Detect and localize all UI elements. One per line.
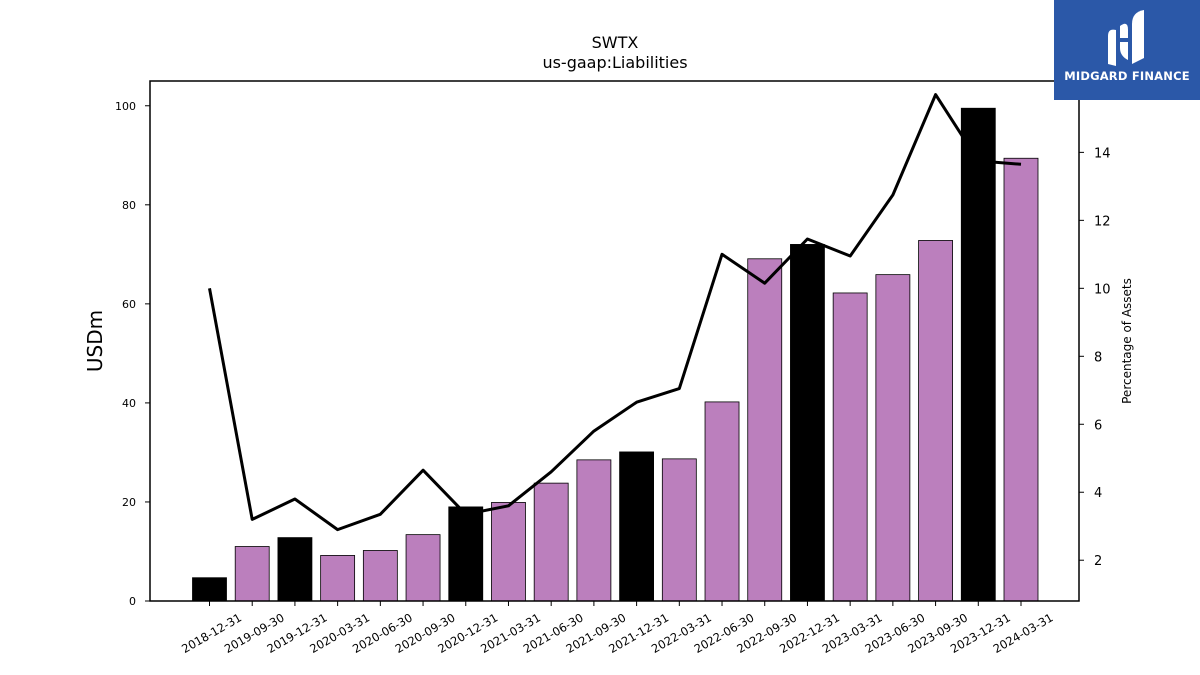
y2-axis-label: Percentage of Assets	[1120, 278, 1134, 404]
bar-2022-12-31	[790, 244, 825, 602]
y2-tick-label: 4	[1094, 486, 1102, 501]
y-tick-label: 80	[122, 199, 136, 212]
brand-name: MIDGARD FINANCE	[1064, 69, 1190, 83]
bar-2020-12-31	[448, 506, 484, 602]
bar-2023-06-30	[875, 274, 911, 602]
y2-tick-label: 6	[1094, 418, 1102, 433]
y2-tick-label: 12	[1094, 214, 1111, 229]
bar-2019-12-31	[277, 537, 313, 602]
y-tick-label: 20	[122, 496, 136, 509]
bar-2023-12-31	[960, 107, 996, 602]
bar-2023-03-31	[832, 292, 868, 602]
plot-frame	[149, 80, 1080, 602]
bar-2022-03-31	[661, 458, 697, 602]
y2-tick-label: 10	[1094, 282, 1111, 297]
percentage-of-assets-line	[208, 93, 1022, 532]
bar-2019-09-30	[234, 546, 270, 602]
bar-group	[192, 107, 1039, 602]
y2-tick-label: 14	[1094, 146, 1111, 161]
bar-2020-03-31	[320, 555, 356, 602]
y2-tick-label: 8	[1094, 350, 1102, 365]
bar-2020-09-30	[405, 534, 441, 602]
y-tick-label: 40	[122, 397, 136, 410]
y-tick-label: 100	[115, 100, 136, 113]
bar-2020-06-30	[362, 550, 398, 602]
brand-logo: MIDGARD FINANCE	[1054, 0, 1200, 100]
bar-2021-03-31	[491, 502, 526, 602]
bar-2018-12-31	[192, 577, 227, 602]
y-axis-label: USDm	[83, 310, 107, 372]
chart-title: SWTX	[592, 33, 639, 52]
line-series-group	[208, 93, 1022, 532]
bar-2021-06-30	[533, 482, 569, 602]
bar-2023-09-30	[918, 240, 953, 602]
chart-subtitle: us-gaap:Liabilities	[542, 53, 687, 72]
bar-2024-03-31	[1003, 157, 1039, 602]
bar-2022-09-30	[747, 258, 783, 602]
bar-2021-12-31	[619, 451, 655, 602]
y2-tick-label: 2	[1094, 554, 1102, 569]
bar-2022-06-30	[704, 401, 740, 602]
midgard-logo-icon	[1108, 10, 1144, 67]
y-tick-label: 0	[129, 595, 136, 608]
y-tick-label: 60	[122, 298, 136, 311]
bar-2021-09-30	[576, 459, 612, 602]
